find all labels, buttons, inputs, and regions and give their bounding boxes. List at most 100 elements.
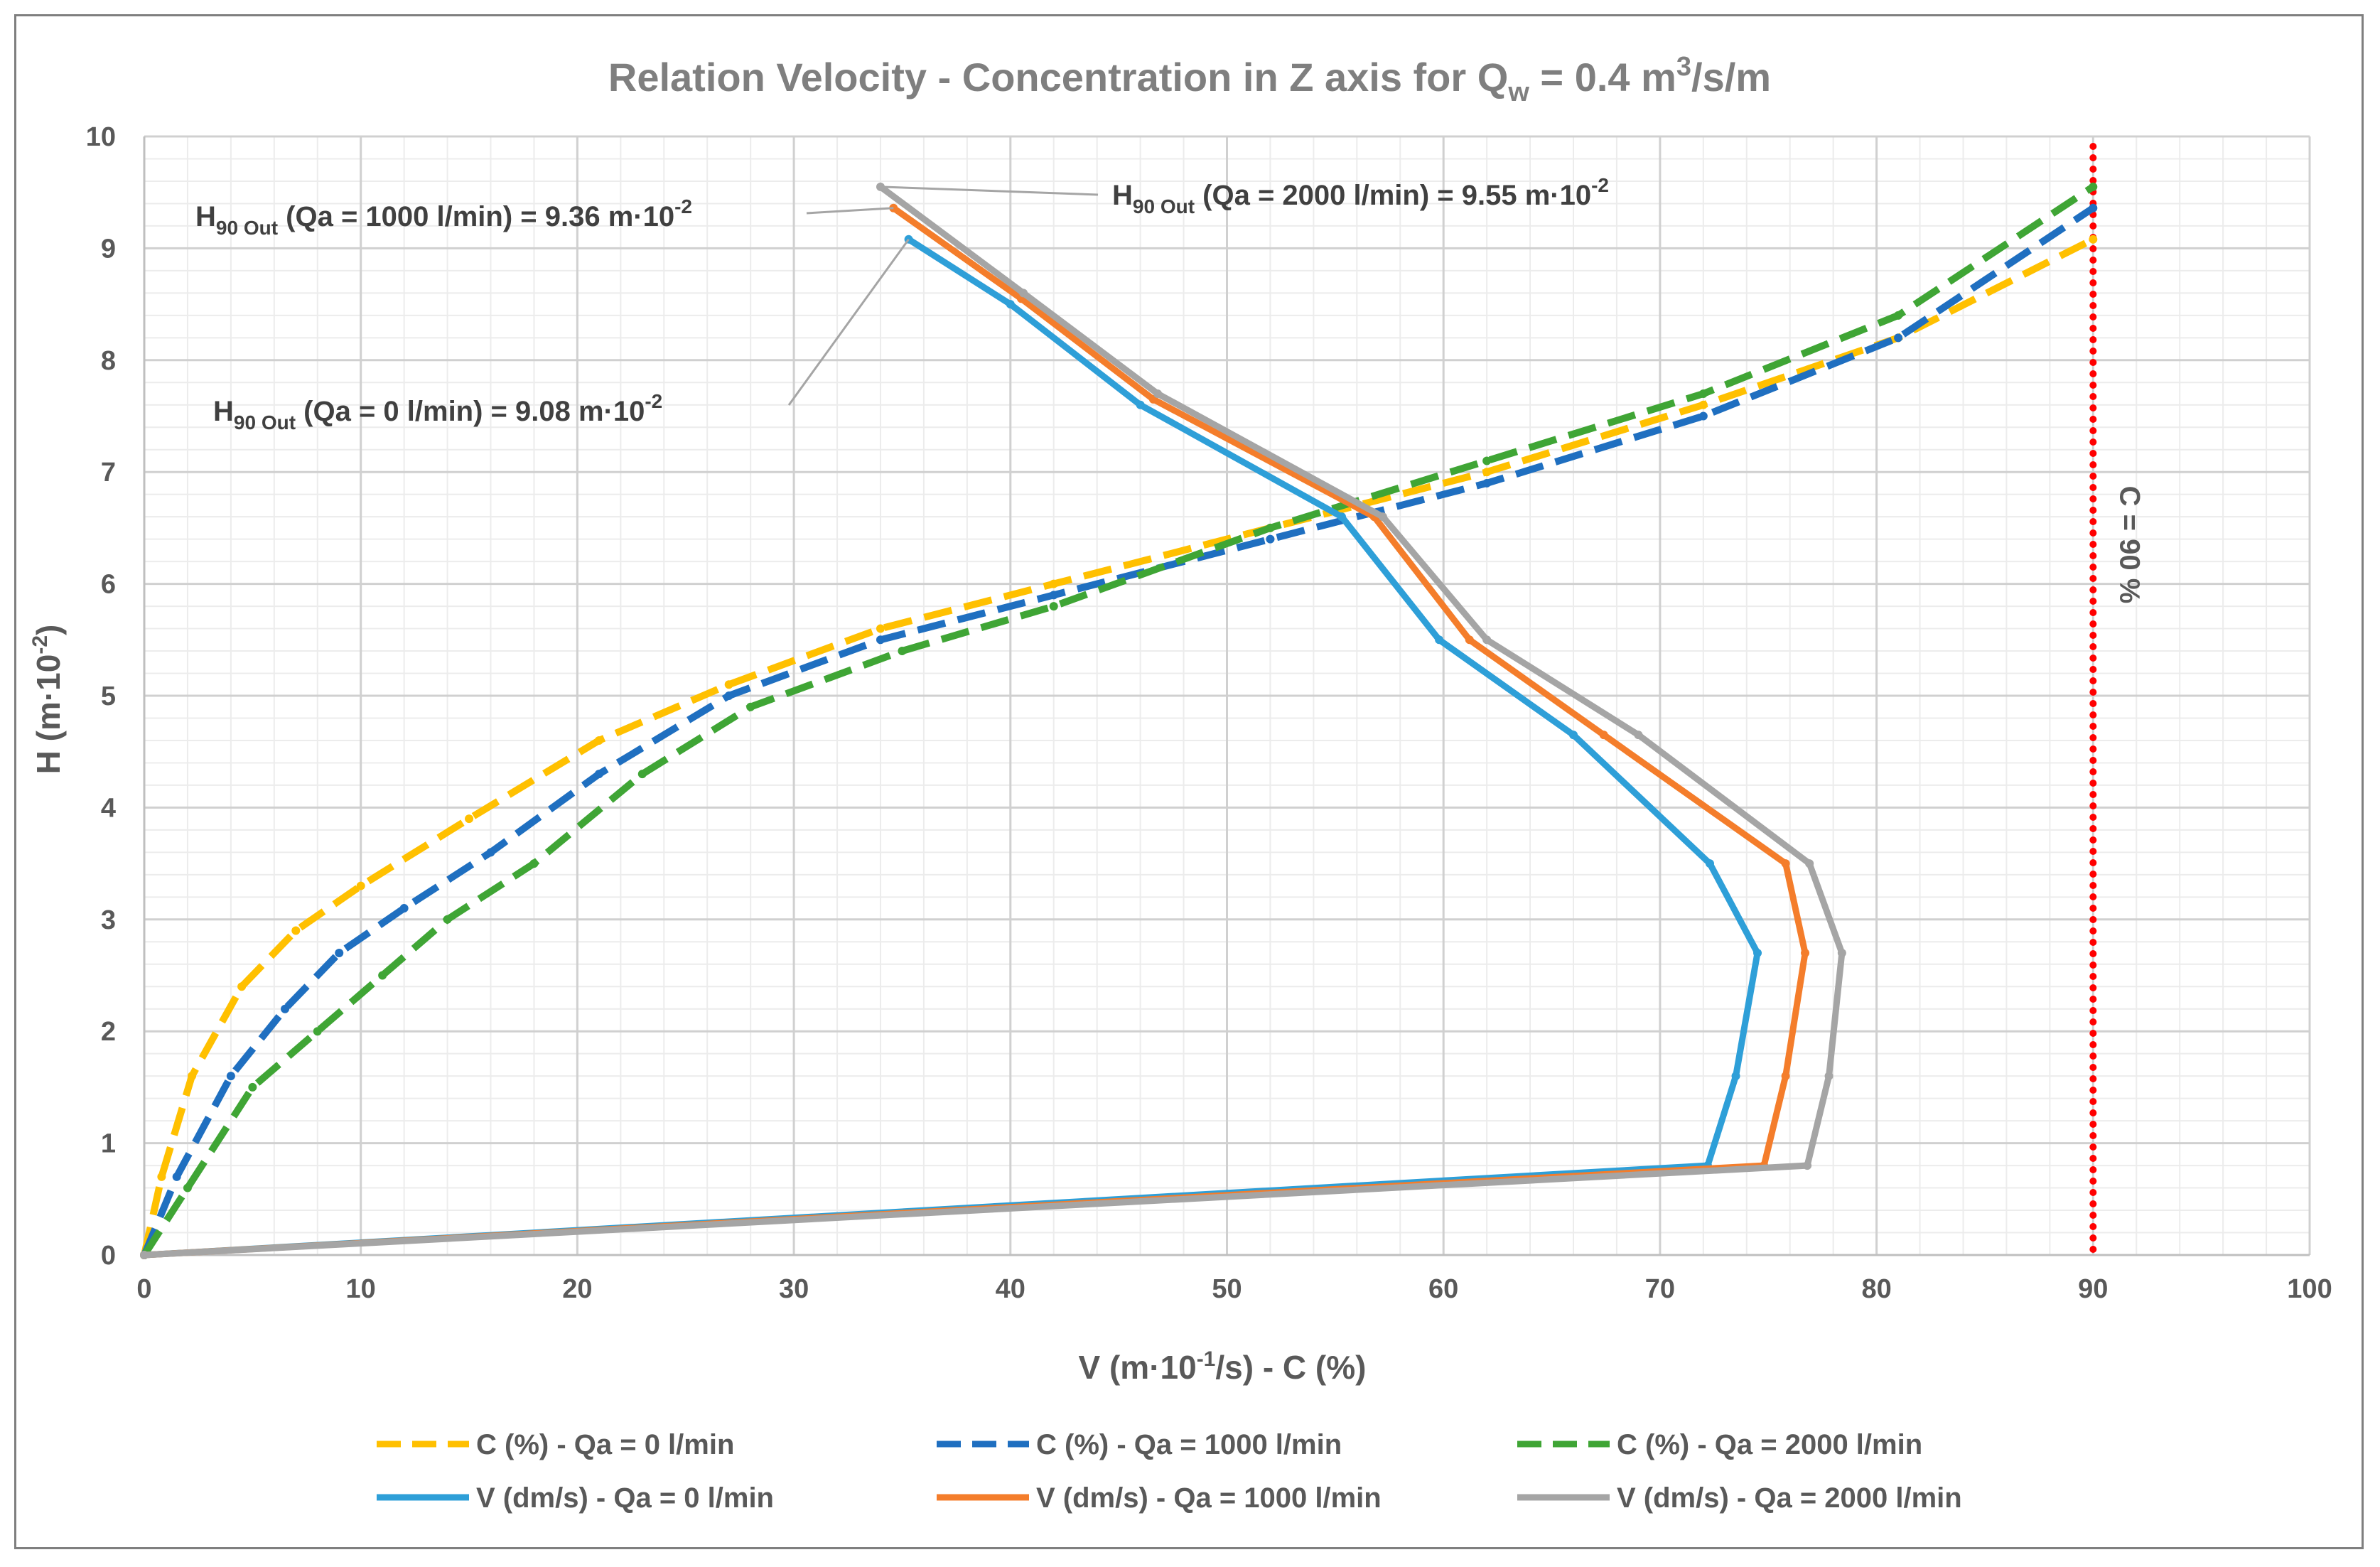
x-tick-label: 60: [1428, 1274, 1458, 1304]
data-point-c-qa0: [724, 680, 733, 689]
annotation-h90-qa2000: H90 Out (Qa = 2000 l/min) = 9.55 m·10-2: [1112, 174, 1609, 217]
data-point-c-qa2000: [1266, 523, 1275, 532]
legend-item: V (dm/s) - Qa = 2000 l/min: [1517, 1482, 1962, 1514]
annotation-h90-qa0: H90 Out (Qa = 0 l/min) = 9.08 m·10-2: [213, 390, 662, 434]
annotation-leader-qa1000: [806, 207, 894, 215]
chart-title: Relation Velocity - Concentration in Z a…: [608, 52, 1771, 107]
data-point-c-qa0: [1049, 579, 1058, 588]
data-point-c-qa0: [1482, 468, 1492, 477]
x-axis-label: V (m·10-1/s) - C (%): [1079, 1347, 1367, 1386]
x-axis-ticks: 0 10 20 30 40 50 60 70 80 90 100: [136, 1274, 2332, 1304]
y-tick-label: 8: [101, 346, 116, 376]
x-tick-label: 50: [1212, 1274, 1242, 1304]
data-point-v-qa1000: [1465, 635, 1474, 645]
data-point-c-qa2000: [637, 770, 647, 779]
data-point-c-qa0: [465, 814, 474, 824]
data-point-c-qa1000: [594, 770, 603, 779]
legend-item: C (%) - Qa = 1000 l/min: [937, 1429, 1342, 1460]
x-tick-label: 10: [346, 1274, 376, 1304]
data-point-v-qa1000: [1599, 731, 1608, 740]
data-point-c-qa2000: [1049, 602, 1058, 611]
data-point-v-qa0: [1731, 1072, 1740, 1081]
series-line-c-qa0: [141, 236, 2095, 1256]
series-line-v-qa0: [144, 237, 1761, 1259]
data-point-c-qa2000: [529, 859, 539, 868]
legend-item: V (dm/s) - Qa = 0 l/min: [377, 1482, 774, 1514]
data-point-v-qa2000: [1378, 512, 1387, 522]
data-point-v-qa1000: [1801, 949, 1810, 958]
data-point-v-qa0: [1569, 731, 1578, 740]
data-point-c-qa1000: [399, 904, 409, 913]
legend-item: C (%) - Qa = 2000 l/min: [1517, 1429, 1922, 1460]
data-point-c-qa1000: [226, 1072, 235, 1081]
data-point-c-qa2000: [1482, 456, 1492, 465]
x-tick-label: 30: [779, 1274, 809, 1304]
x-tick-label: 90: [2078, 1274, 2108, 1304]
legend-label: C (%) - Qa = 1000 l/min: [1036, 1429, 1342, 1460]
legend-item: V (dm/s) - Qa = 1000 l/min: [937, 1482, 1382, 1514]
y-tick-label: 10: [86, 122, 116, 152]
data-point-c-qa2000: [183, 1183, 192, 1192]
data-point-c-qa1000: [1266, 534, 1275, 544]
legend: C (%) - Qa = 0 l/min C (%) - Qa = 1000 l…: [377, 1429, 1962, 1514]
y-tick-label: 6: [101, 570, 116, 600]
y-axis-label: H (m·10-2): [28, 625, 67, 775]
y-tick-label: 9: [101, 234, 116, 264]
data-point-c-qa2000: [746, 702, 755, 711]
data-point-c-qa0: [356, 881, 365, 890]
y-tick-label: 3: [101, 905, 116, 935]
legend-label: C (%) - Qa = 0 l/min: [476, 1429, 734, 1460]
data-point-v-qa2000: [1634, 731, 1643, 740]
data-point-c-qa2000: [313, 1027, 322, 1036]
data-point-v-qa0: [1006, 300, 1015, 309]
data-point-c-qa0: [157, 1172, 166, 1181]
legend-label: V (dm/s) - Qa = 2000 l/min: [1617, 1482, 1962, 1514]
major-grid: [143, 135, 2311, 1256]
data-point-v-qa1000: [1781, 1072, 1790, 1081]
data-point-c-qa1000: [172, 1172, 181, 1181]
legend-item: C (%) - Qa = 0 l/min: [377, 1429, 734, 1460]
x-tick-label: 80: [1861, 1274, 1891, 1304]
c90-label: C = 90 %: [2114, 486, 2145, 604]
y-tick-label: 0: [101, 1241, 116, 1271]
y-tick-label: 5: [101, 682, 116, 711]
data-point-c-qa1000: [486, 848, 495, 857]
data-point-c-qa0: [594, 736, 603, 745]
y-tick-label: 4: [101, 793, 116, 823]
data-point-c-qa0: [1698, 400, 1708, 409]
data-point-v-qa2000: [1837, 949, 1846, 958]
data-point-v-qa2000: [1824, 1072, 1834, 1081]
data-point-c-qa0: [876, 624, 885, 633]
series-layer: [140, 182, 2098, 1259]
data-point-v-qa2000: [1482, 635, 1492, 645]
y-tick-label: 7: [101, 458, 116, 488]
data-point-c-qa0: [237, 982, 247, 991]
series-line-c-qa1000: [141, 205, 2096, 1256]
annotation-h90-qa1000: H90 Out (Qa = 1000 l/min) = 9.36 m·10-2: [195, 195, 692, 239]
data-point-c-qa2000: [898, 647, 907, 656]
series-line-c-qa2000: [141, 183, 2096, 1257]
legend-label: C (%) - Qa = 2000 l/min: [1617, 1429, 1922, 1460]
data-point-c-qa1000: [1482, 478, 1492, 488]
x-tick-label: 40: [996, 1274, 1025, 1304]
data-point-c-qa1000: [281, 1004, 290, 1013]
data-point-c-qa1000: [335, 949, 344, 958]
data-point-c-qa2000: [443, 915, 452, 924]
annotations: H90 Out (Qa = 1000 l/min) = 9.36 m·10-2 …: [195, 174, 1609, 434]
data-point-c-qa1000: [724, 691, 733, 700]
data-point-v-qa0: [1435, 635, 1444, 645]
y-axis-ticks: 0 1 2 3 4 5 6 7 8 9 10: [86, 122, 116, 1271]
x-tick-label: 100: [2287, 1274, 2332, 1304]
y-tick-label: 1: [101, 1129, 116, 1159]
annotation-leader-qa0: [787, 238, 910, 406]
data-point-c-qa0: [2089, 235, 2098, 244]
data-point-c-qa1000: [2089, 203, 2098, 212]
data-point-v-qa0: [1337, 512, 1346, 522]
reference-line-c90: C = 90 %: [2089, 143, 2145, 1261]
data-point-c-qa0: [188, 1072, 197, 1081]
data-point-c-qa2000: [378, 971, 387, 980]
data-point-v-qa0: [1753, 949, 1762, 958]
data-point-c-qa2000: [1894, 311, 1903, 320]
x-tick-label: 0: [136, 1274, 151, 1304]
